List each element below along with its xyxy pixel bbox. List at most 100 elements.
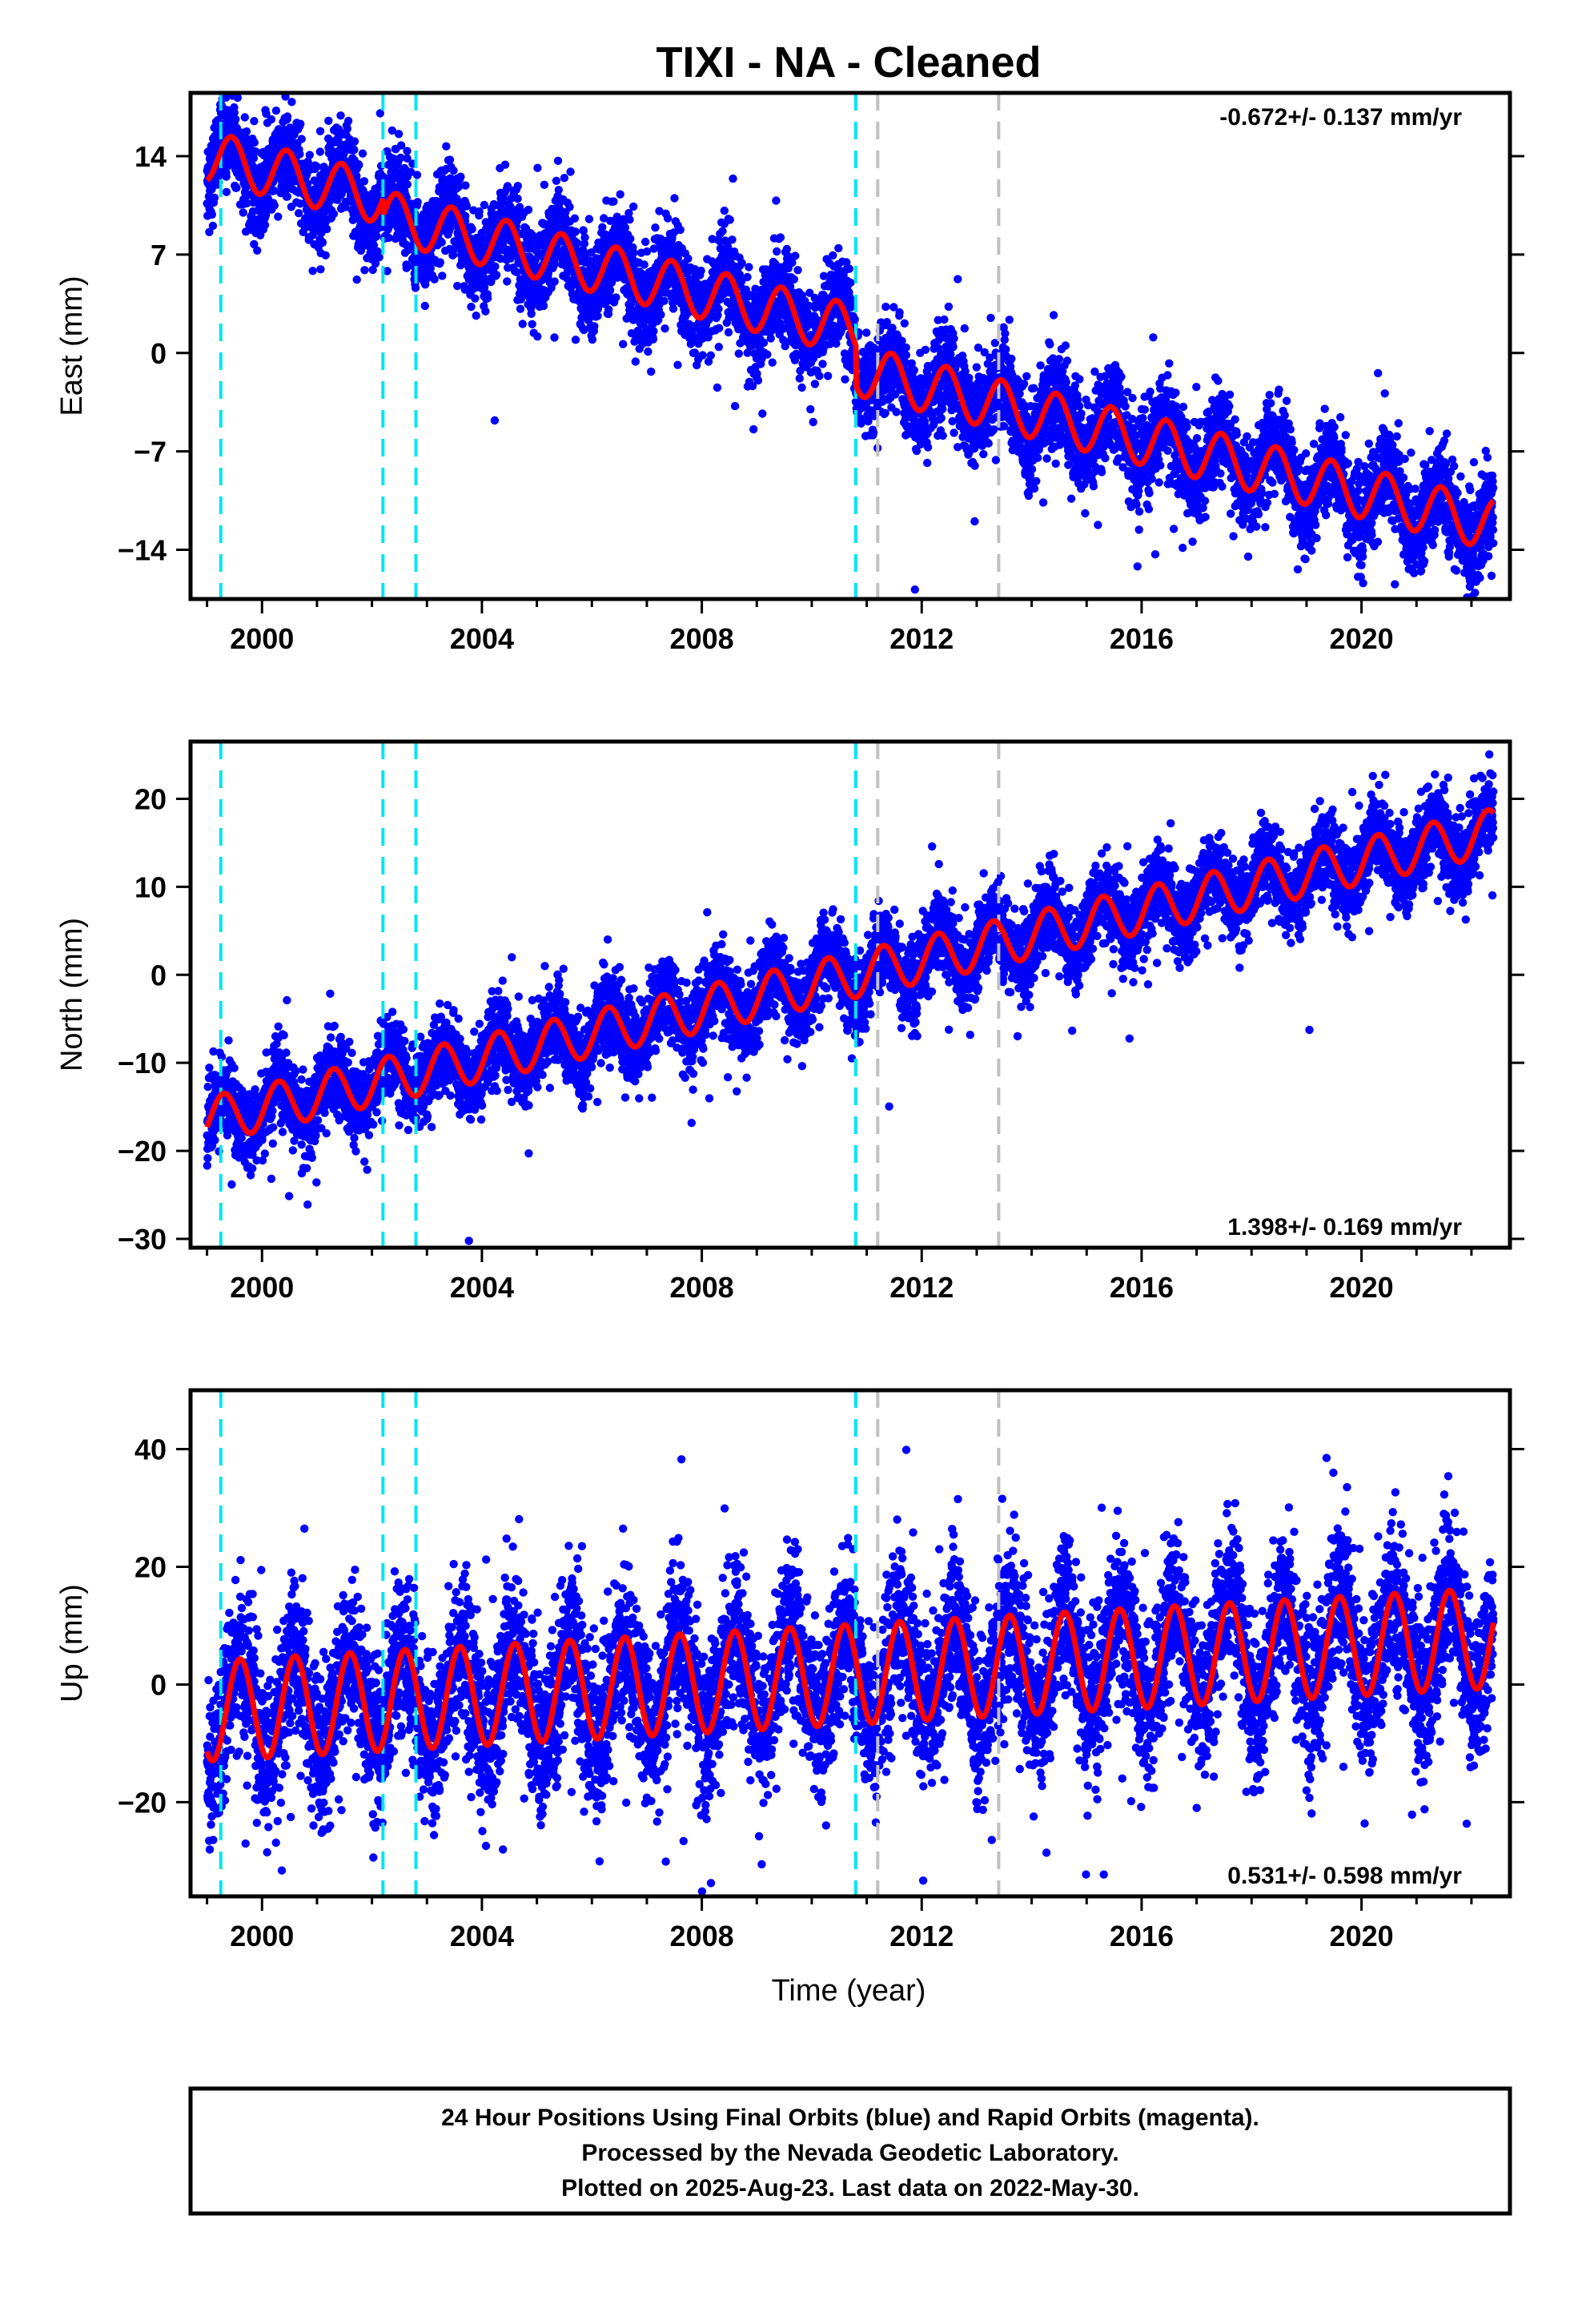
east-data-point — [651, 223, 660, 232]
east-data-point — [660, 296, 669, 305]
east-data-point — [372, 231, 381, 241]
east-data-point — [294, 209, 303, 218]
east-data-point — [850, 315, 859, 324]
east-data-point — [697, 266, 705, 275]
east-data-point — [420, 301, 429, 311]
east-data-point — [970, 517, 979, 526]
east-data-point — [350, 137, 359, 146]
east-data-point — [669, 304, 678, 313]
east-data-point — [640, 260, 648, 269]
east-data-point — [900, 319, 909, 328]
east-data-point — [250, 138, 259, 147]
east-data-point — [789, 275, 798, 283]
east-data-point — [580, 239, 589, 248]
east-data-point — [580, 233, 589, 242]
east-data-point — [815, 372, 824, 380]
east-data-point — [356, 246, 366, 255]
east-data-point — [644, 347, 652, 356]
east-data-point — [481, 307, 490, 316]
east-data-point — [684, 254, 693, 263]
east-data-point — [580, 325, 588, 335]
east-data-point — [810, 380, 820, 388]
east-data-point — [598, 223, 607, 231]
east-data-point — [222, 93, 231, 103]
east-data-point — [471, 294, 480, 303]
east-data-point — [453, 281, 462, 291]
east-data-point — [436, 258, 444, 267]
east-data-point — [449, 250, 458, 259]
east-data-point — [358, 149, 367, 158]
east-data-point — [670, 194, 679, 203]
east-data-point — [394, 130, 404, 139]
east-data-point — [1019, 380, 1029, 388]
east-data-point — [609, 197, 618, 206]
east-data-point — [565, 203, 574, 211]
east-data-point — [305, 151, 314, 159]
east-data-point — [402, 263, 411, 272]
east-data-point — [944, 302, 954, 312]
east-data-point — [396, 153, 405, 163]
east-data-point — [230, 108, 239, 117]
east-data-point — [715, 324, 724, 332]
east-data-point — [862, 328, 871, 337]
east-data-point — [222, 187, 231, 196]
east-data-point — [629, 202, 638, 211]
east-data-point — [950, 334, 958, 343]
east-data-point — [572, 239, 582, 247]
east-data-point — [321, 251, 330, 259]
east-data-point — [1007, 354, 1016, 364]
east-data-point — [503, 182, 512, 191]
east-data-point — [352, 275, 361, 284]
east-data-point — [972, 363, 982, 372]
east-data-point — [909, 366, 919, 375]
east-data-point — [818, 360, 827, 368]
east-data-point — [438, 271, 447, 280]
east-data-point — [720, 206, 729, 215]
east-data-point — [468, 224, 476, 234]
east-data-point — [676, 225, 685, 235]
east-plot-area — [203, 93, 1498, 599]
east-data-point — [593, 312, 602, 320]
east-data-point — [491, 262, 500, 271]
east-data-point — [492, 271, 501, 279]
east-data-point — [552, 176, 561, 185]
east-data-point — [231, 115, 240, 124]
east-data-point — [437, 238, 446, 247]
east-data-point — [513, 194, 522, 203]
east-data-point — [250, 117, 259, 126]
east-data-point — [260, 220, 270, 230]
east-data-point — [737, 259, 746, 267]
east-data-point — [960, 324, 970, 333]
east-data-point — [869, 428, 878, 437]
east-data-point — [940, 315, 949, 324]
east-data-point — [698, 351, 707, 360]
east-data-point — [550, 277, 559, 286]
east-data-point — [233, 93, 242, 103]
east-data-point — [324, 116, 333, 125]
east-data-point — [412, 171, 422, 179]
east-data-point — [626, 235, 635, 243]
east-data-point — [1001, 329, 1010, 338]
east-data-point — [403, 154, 412, 163]
east-data-point — [359, 177, 369, 186]
east-data-point — [550, 260, 559, 269]
east-data-point — [607, 278, 616, 287]
east-data-point — [938, 431, 947, 440]
east-data-point — [430, 275, 439, 283]
east-data-point — [892, 408, 901, 416]
east-data-point — [360, 266, 369, 275]
east-data-point — [350, 146, 359, 155]
east-data-point — [240, 113, 249, 122]
east-data-point — [383, 267, 391, 275]
east-data-point — [249, 154, 259, 163]
east-data-point — [262, 109, 271, 119]
east-data-point — [979, 449, 988, 459]
east-data-point — [834, 243, 843, 253]
east-data-point — [605, 286, 615, 295]
east-data-point — [950, 428, 958, 437]
east-data-point — [484, 294, 492, 303]
east-data-point — [624, 208, 633, 218]
east-data-point — [540, 180, 549, 189]
